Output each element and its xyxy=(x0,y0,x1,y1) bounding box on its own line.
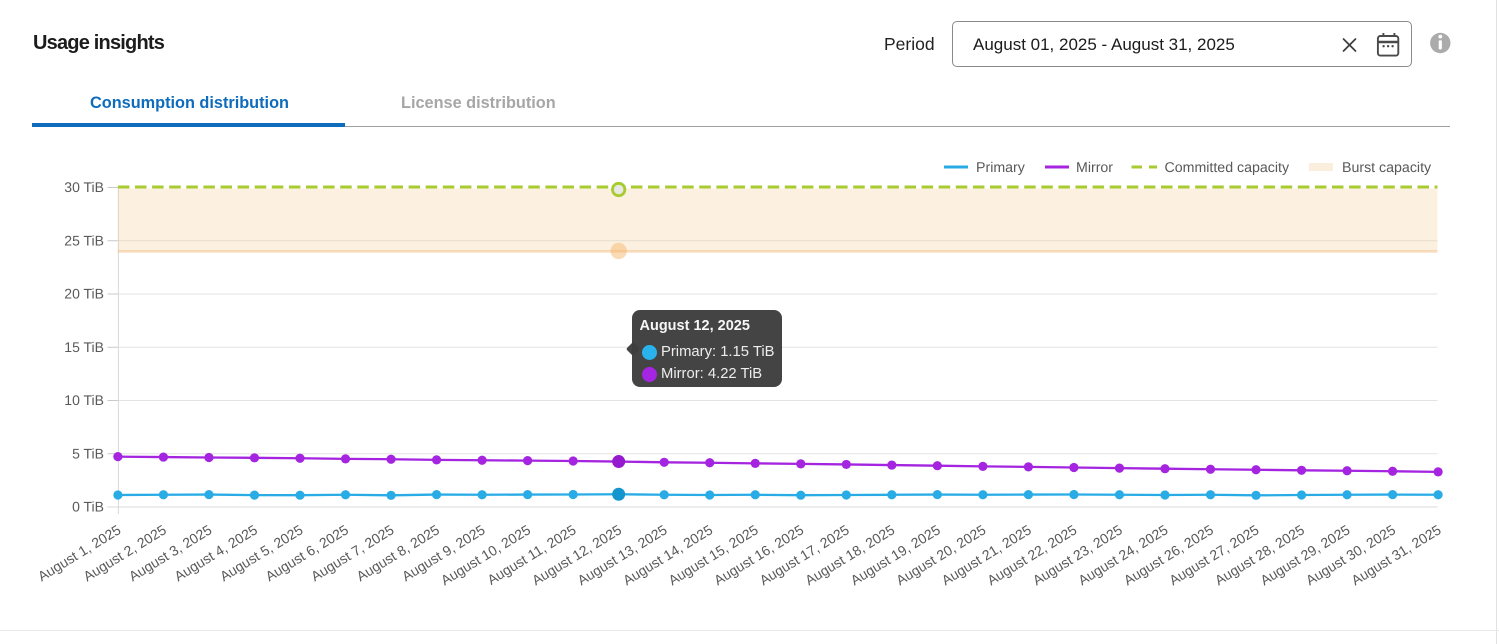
svg-text:Primary: Primary xyxy=(976,160,1026,176)
svg-text:0 TiB: 0 TiB xyxy=(72,499,104,515)
svg-text:5 TiB: 5 TiB xyxy=(72,445,104,461)
svg-text:Burst capacity: Burst capacity xyxy=(1342,160,1432,176)
svg-text:Mirror: Mirror xyxy=(1076,160,1113,176)
svg-text:30 TiB: 30 TiB xyxy=(64,179,104,195)
svg-text:10 TiB: 10 TiB xyxy=(64,392,104,408)
svg-text:25 TiB: 25 TiB xyxy=(64,232,104,248)
svg-text:Committed capacity: Committed capacity xyxy=(1165,160,1290,176)
svg-text:20 TiB: 20 TiB xyxy=(64,286,104,302)
svg-text:15 TiB: 15 TiB xyxy=(64,339,104,355)
